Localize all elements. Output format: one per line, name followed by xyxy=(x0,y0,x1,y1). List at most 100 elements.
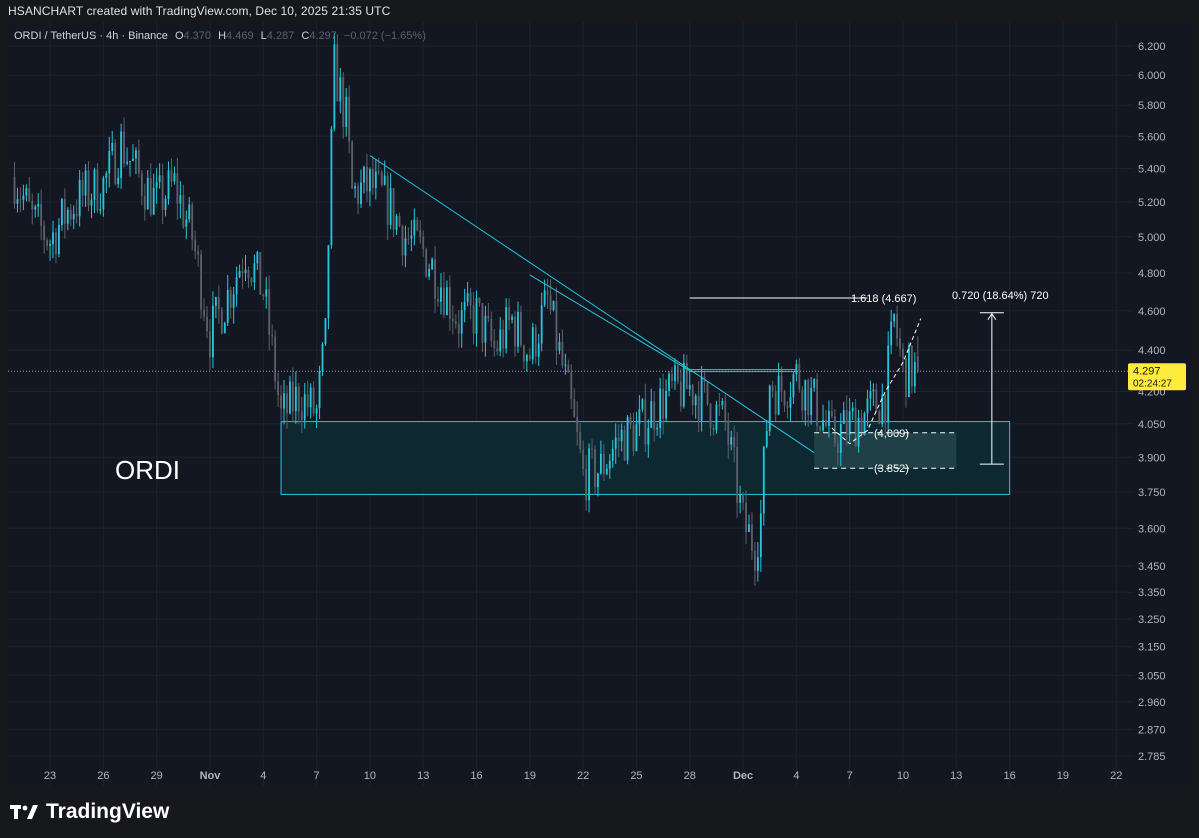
candle-body xyxy=(407,238,410,240)
price-tick-label: 2.960 xyxy=(1138,697,1166,709)
grid-lines xyxy=(8,22,1133,786)
time-tick-label: 23 xyxy=(44,770,56,782)
candle-body xyxy=(155,181,158,188)
candle-body xyxy=(445,287,448,315)
legend-open-label: O xyxy=(175,30,184,42)
candle-body xyxy=(25,188,28,196)
candle-body xyxy=(114,143,117,185)
candle-body xyxy=(712,427,715,430)
candle-body xyxy=(135,150,137,159)
candle-body xyxy=(623,429,626,461)
candle-body xyxy=(540,305,543,344)
candle-body xyxy=(650,401,653,428)
candle-body xyxy=(902,348,904,359)
candle-body xyxy=(694,395,697,406)
candle-body xyxy=(682,362,685,407)
candle-body xyxy=(792,374,795,398)
candle-body xyxy=(573,399,576,417)
candle-body xyxy=(108,151,111,174)
candle-body xyxy=(780,375,783,392)
candle-body xyxy=(46,240,48,246)
time-tick-label: Dec xyxy=(733,770,753,782)
tradingview-logo-text: TradingView xyxy=(46,800,170,823)
candle-body xyxy=(890,321,893,346)
candle-body xyxy=(324,318,327,344)
candle-body xyxy=(291,381,294,412)
candle-body xyxy=(283,393,285,409)
candle-body xyxy=(916,356,919,372)
candle-body xyxy=(756,557,759,571)
candle-body xyxy=(75,213,78,217)
candle-body xyxy=(206,316,208,332)
candle-body xyxy=(505,307,508,349)
candle-body xyxy=(588,448,590,501)
candle-body xyxy=(262,294,265,297)
candle-body xyxy=(217,297,220,310)
candle-body xyxy=(132,158,134,161)
candle-body xyxy=(478,298,481,304)
candle-body xyxy=(63,198,66,224)
candle-body xyxy=(653,401,656,430)
candle-body xyxy=(49,244,51,246)
candle-body xyxy=(789,397,792,408)
candle-body xyxy=(466,292,469,302)
candle-body xyxy=(484,315,487,343)
candle-body xyxy=(146,178,149,210)
candle-body xyxy=(404,238,407,256)
candle-body xyxy=(605,468,608,475)
candle-body xyxy=(451,318,454,322)
svg-text:ORDI / TetherUS · 4h · Binance: ORDI / TetherUS · 4h · Binance O4.370 H4… xyxy=(14,30,426,42)
candle-body xyxy=(105,173,108,179)
candle-body xyxy=(170,170,173,182)
candle-body xyxy=(774,391,777,415)
candle-body xyxy=(685,362,688,390)
tradingview-logo[interactable]: TradingView xyxy=(10,800,169,824)
price-tick-label: 3.050 xyxy=(1138,670,1166,682)
price-tick-label: 5.400 xyxy=(1138,164,1166,176)
candle-body xyxy=(472,305,475,334)
candle-body xyxy=(277,381,280,396)
candle-body xyxy=(84,170,87,196)
candle-body xyxy=(881,394,884,424)
candle-body xyxy=(336,44,339,102)
candle-body xyxy=(354,186,357,189)
candle-body xyxy=(777,375,780,415)
candle-body xyxy=(259,252,262,295)
price-tick-label: 4.050 xyxy=(1138,419,1166,431)
candle-body xyxy=(34,206,37,210)
candle-body xyxy=(454,321,457,324)
candle-body xyxy=(721,401,724,406)
time-tick-label: 13 xyxy=(417,770,429,782)
candle-body xyxy=(120,131,123,178)
candle-body xyxy=(185,219,188,227)
candles-layer xyxy=(13,33,919,586)
candle-body xyxy=(214,297,217,306)
price-tick-label: 3.150 xyxy=(1138,642,1166,654)
candle-body xyxy=(368,169,371,192)
tradingview-logo-icon xyxy=(10,805,38,819)
candle-body xyxy=(111,143,114,152)
candle-body xyxy=(327,245,330,319)
candle-body xyxy=(200,254,203,310)
candle-body xyxy=(437,298,439,302)
current-price-tag-bg xyxy=(1128,363,1186,391)
candle-body xyxy=(401,226,404,256)
chart-pane[interactable] xyxy=(8,22,1133,786)
candle-body xyxy=(833,416,836,443)
candle-body xyxy=(149,178,152,215)
candle-body xyxy=(842,410,845,424)
candle-body xyxy=(869,391,872,399)
candle-body xyxy=(508,307,511,321)
candle-body xyxy=(229,289,232,308)
candle-body xyxy=(188,204,191,220)
candle-body xyxy=(129,160,131,162)
candle-body xyxy=(398,216,401,227)
price-tick-label: 5.600 xyxy=(1138,131,1166,143)
price-scale[interactable] xyxy=(1133,22,1191,786)
price-tick-label: 5.200 xyxy=(1138,197,1166,209)
price-tick-label: 4.800 xyxy=(1138,268,1166,280)
candle-body xyxy=(78,180,81,217)
candle-body xyxy=(40,204,43,226)
candle-body xyxy=(342,77,345,128)
candle-body xyxy=(268,289,271,335)
